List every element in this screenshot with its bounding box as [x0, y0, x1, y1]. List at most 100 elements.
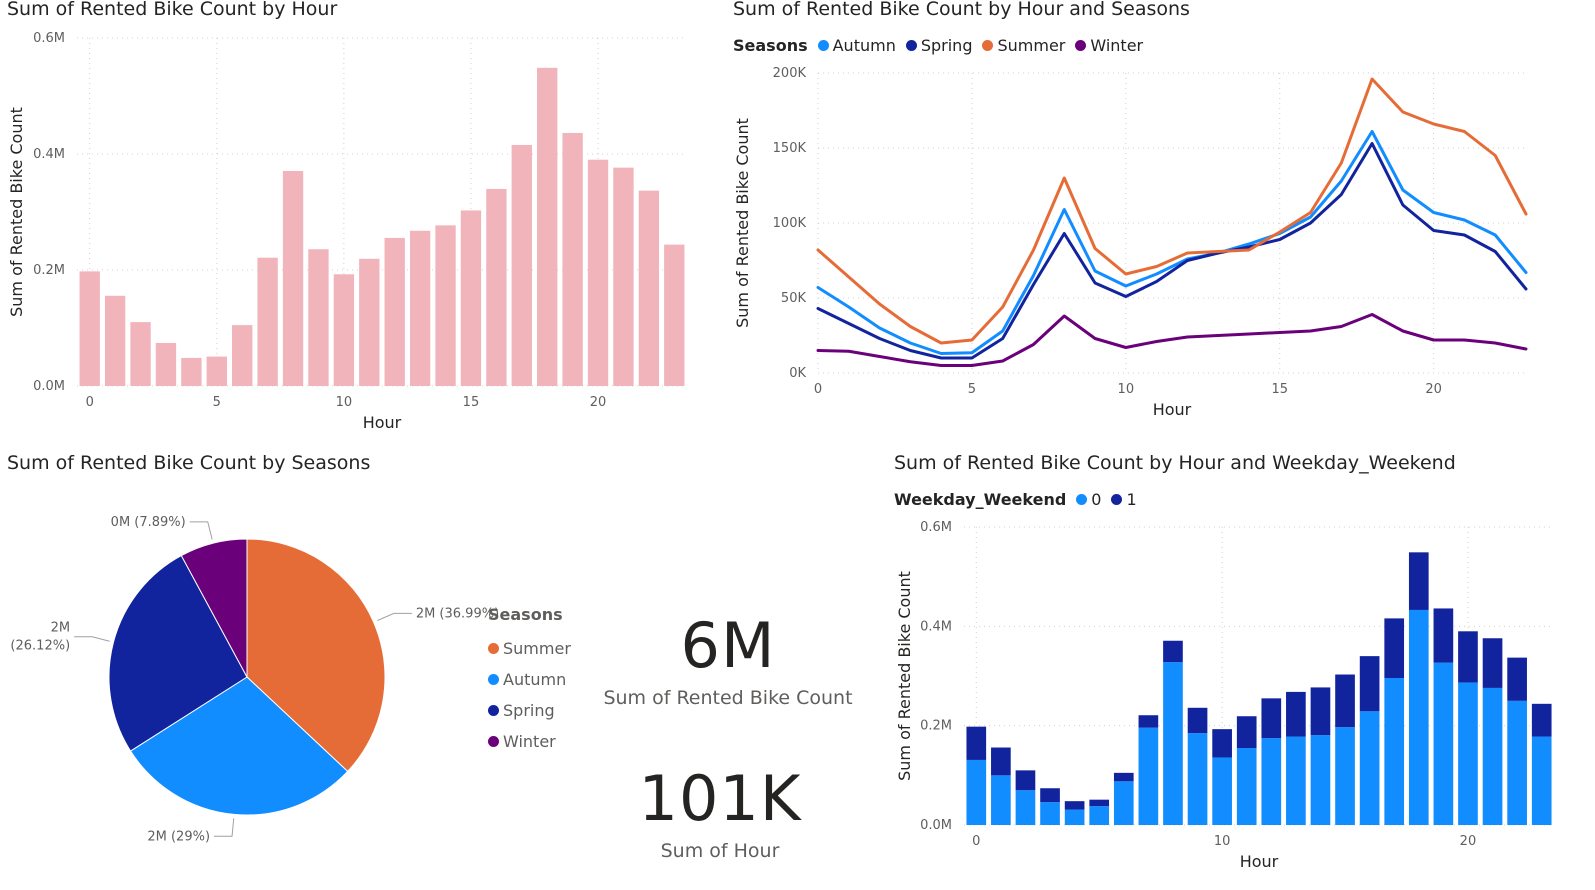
y-axis-title: Sum of Rented Bike Count: [895, 571, 914, 781]
x-tick-label: 10: [1118, 382, 1135, 397]
bar-segment-0: [1507, 700, 1527, 825]
autumn-dot-icon: [488, 674, 499, 685]
bar-segment-0: [1015, 790, 1036, 825]
pie-legend-label-spring: Spring: [503, 701, 555, 720]
bar: [435, 225, 456, 386]
pie-legend-item-spring[interactable]: Spring: [488, 695, 571, 726]
bar-segment-1: [1433, 608, 1454, 663]
bar-segment-0: [1335, 727, 1355, 825]
leader-line: [74, 636, 110, 642]
legend-label-1: 1: [1126, 490, 1137, 509]
bar-segment-1: [1138, 715, 1159, 728]
pie-slice-autumn: [129, 676, 349, 816]
card-value: 101K: [638, 762, 802, 835]
y-axis-title: Sum of Rented Bike Count: [7, 107, 26, 317]
card-sum-hour[interactable]: 101K Sum of Hour: [590, 762, 850, 863]
bar-segment-0: [1286, 736, 1306, 825]
pie-legend-item-winter[interactable]: Winter: [488, 726, 571, 757]
bar-segment-1: [1163, 640, 1183, 663]
pie-legend-item-autumn[interactable]: Autumn: [488, 664, 571, 695]
y-tick-label: 0.0M: [33, 379, 65, 394]
series-line-summer: [816, 77, 1528, 345]
bar-segment-1: [1531, 703, 1552, 737]
pie-slice-winter: [180, 538, 248, 678]
leader-line: [377, 612, 412, 622]
bar: [587, 159, 609, 386]
legend-label-summer: Summer: [997, 36, 1066, 55]
bar-segment-0: [1040, 802, 1060, 825]
legend-item-autumn[interactable]: Autumn: [817, 36, 896, 55]
bar-segment-1: [1064, 801, 1085, 810]
bar: [511, 144, 532, 386]
y-tick-label: 0.4M: [920, 619, 952, 634]
legend-label-winter: Winter: [1090, 36, 1144, 55]
bar: [613, 167, 634, 386]
x-tick-label: 20: [1460, 834, 1477, 849]
bar-segment-1: [1261, 698, 1282, 739]
y-tick-label: 100K: [773, 216, 807, 231]
line-chart-visual[interactable]: 0K 50K 100K 150K 200K 0 5 10 15 20 Hour Sum of Rent…: [726, 60, 1566, 430]
weekday-1-dot-icon: [1111, 494, 1123, 505]
legend-item-1[interactable]: 1: [1111, 490, 1137, 509]
x-tick-label: 0: [814, 382, 822, 397]
card-value: 6M: [680, 609, 776, 682]
legend-item-winter[interactable]: Winter: [1075, 36, 1143, 55]
line-chart-legend: Seasons Autumn Spring Summer Winter: [733, 36, 1147, 55]
legend-item-summer[interactable]: Summer: [982, 36, 1065, 55]
bar-segment-1: [1408, 552, 1429, 610]
autumn-dot-icon: [817, 40, 829, 51]
bar-chart-title: Sum of Rented Bike Count by Hour: [7, 0, 338, 20]
y-tick-label: 0.2M: [33, 263, 65, 278]
bar-segment-1: [966, 726, 987, 760]
pie-legend-item-summer[interactable]: Summer: [488, 633, 571, 664]
stacked-chart-legend: Weekday_Weekend 0 1: [894, 490, 1141, 509]
pie-chart-legend: Seasons Summer Autumn Spring Winter: [488, 605, 571, 757]
bar-segment-0: [1359, 711, 1380, 825]
series-line-winter: [816, 313, 1528, 367]
bar-segment-1: [1359, 656, 1380, 712]
bar-segment-0: [1261, 738, 1282, 825]
leader-line: [214, 818, 235, 837]
legend-label-0: 0: [1091, 490, 1102, 509]
card-total-rented[interactable]: 6M Sum of Rented Bike Count: [598, 609, 858, 710]
bar: [130, 322, 151, 386]
legend-item-0[interactable]: 0: [1076, 490, 1101, 509]
bar-segment-0: [991, 775, 1011, 825]
spring-dot-icon: [905, 40, 917, 51]
pie-chart-visual[interactable]: 2M (36.99%) 2M (29%) 2M (26.12%) 0M (7.89%): [0, 500, 499, 860]
bar: [155, 342, 177, 386]
x-tick-label: 20: [590, 395, 607, 410]
bar-segment-0: [1384, 677, 1405, 825]
bar-segment-0: [1408, 609, 1429, 825]
legend-item-spring[interactable]: Spring: [905, 36, 973, 55]
stacked-legend-title: Weekday_Weekend: [894, 490, 1067, 509]
x-tick-label: 10: [1214, 834, 1231, 849]
bar-segment-1: [1335, 674, 1355, 728]
bar: [232, 325, 253, 386]
bar-segment-0: [1310, 735, 1331, 825]
bar-segment-1: [991, 747, 1011, 776]
y-tick-label: 50K: [781, 291, 807, 306]
x-tick-label: 15: [1271, 382, 1288, 397]
line-legend-title: Seasons: [733, 36, 808, 55]
legend-label-spring: Spring: [920, 36, 973, 55]
stacked-chart-title: Sum of Rented Bike Count by Hour and Wee…: [894, 452, 1456, 474]
leader-line: [189, 521, 213, 540]
bar-chart-visual[interactable]: 0.0M 0.2M 0.4M 0.6M 0 5 10 15 20 Hour Sum of Rente…: [0, 20, 720, 440]
bar-segment-1: [1015, 770, 1036, 791]
bar: [460, 210, 482, 386]
bar-segment-0: [1163, 662, 1183, 825]
slice-data-label: 2M: [51, 621, 71, 636]
bar: [638, 190, 660, 386]
weekday-0-dot-icon: [1076, 494, 1088, 505]
card-label: Sum of Hour: [660, 840, 780, 862]
series-line-spring: [816, 142, 1528, 360]
pie-legend-label-summer: Summer: [503, 639, 571, 658]
y-tick-label: 0.6M: [920, 520, 952, 535]
bar: [104, 295, 126, 386]
stacked-chart-visual[interactable]: 0.0M 0.2M 0.4M 0.6M 0 10 20 Hour Sum of Rented B…: [890, 515, 1570, 885]
bar: [308, 249, 329, 386]
bar: [562, 132, 583, 386]
bar-segment-1: [1458, 631, 1478, 683]
bar: [409, 230, 431, 386]
